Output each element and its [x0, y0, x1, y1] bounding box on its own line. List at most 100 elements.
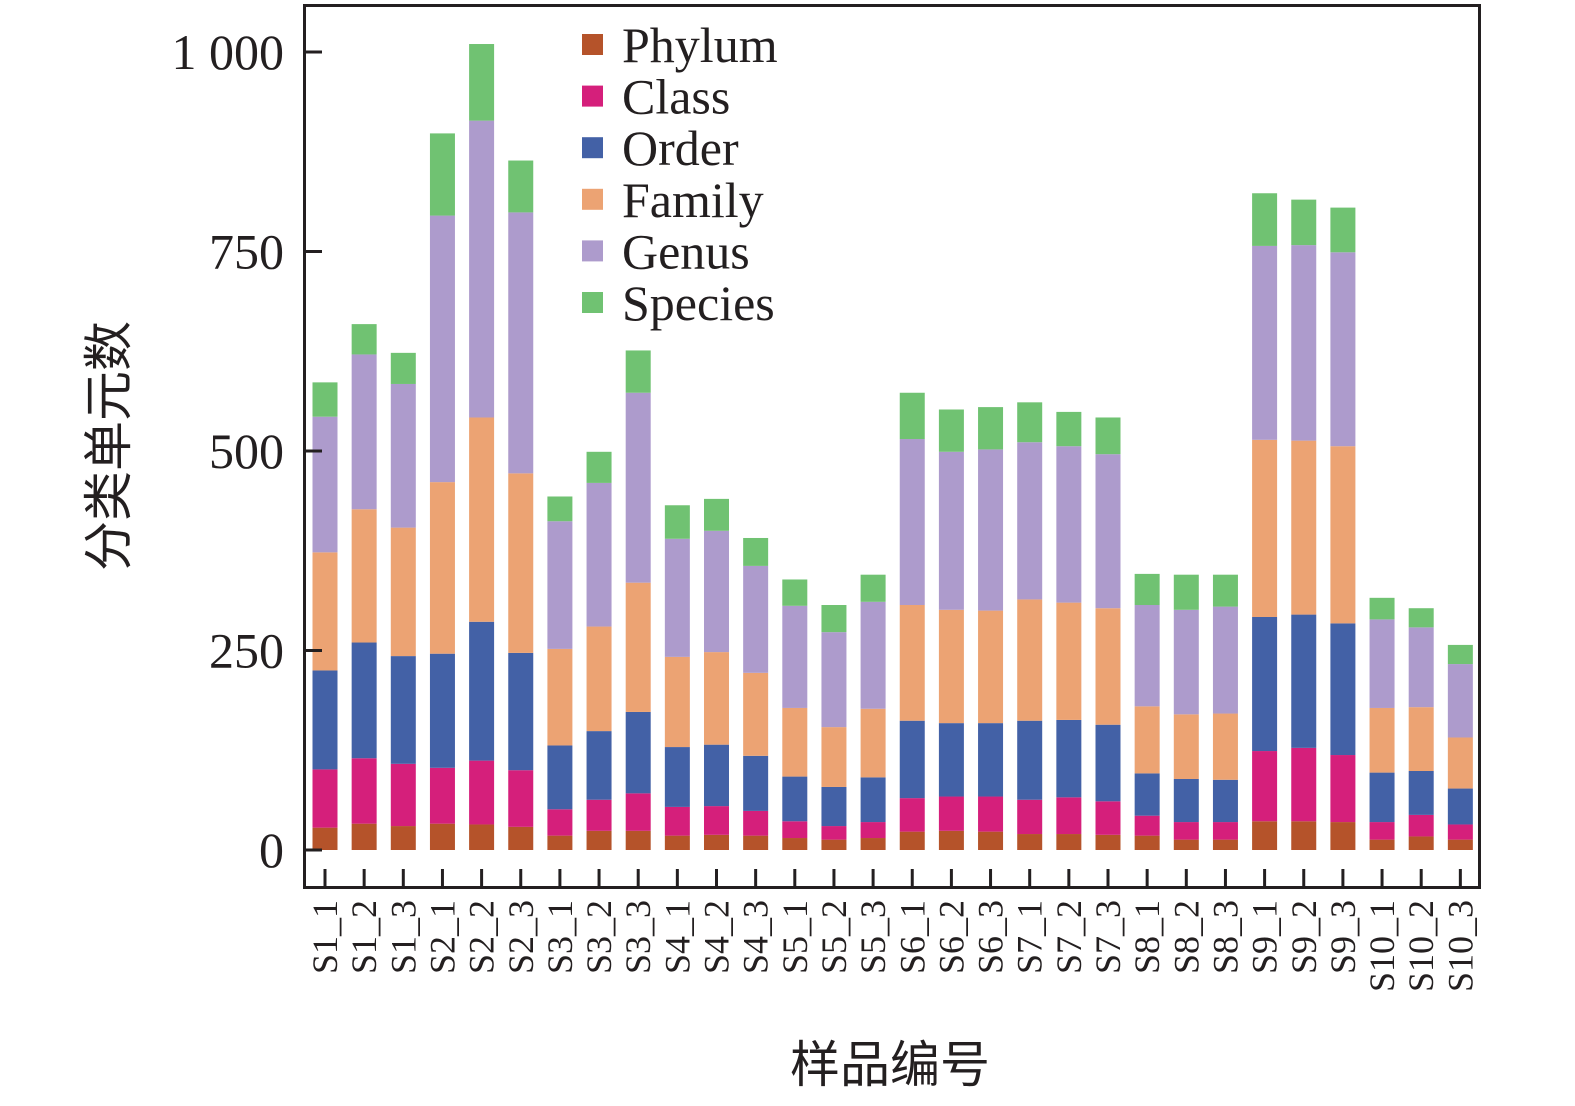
legend-label-order: Order [622, 120, 739, 176]
bar-order-s7-1 [1017, 720, 1043, 800]
x-tick-label: S7_3 [1088, 900, 1128, 974]
bar-genus-s8-3 [1212, 606, 1238, 714]
bar-order-s7-2 [1056, 719, 1082, 798]
bar-phylum-s8-1 [1134, 835, 1160, 850]
bar-family-s1-1 [312, 552, 338, 671]
bar-class-s8-1 [1134, 815, 1160, 836]
bar-class-s6-1 [899, 798, 925, 832]
bar-genus-s1-2 [351, 354, 377, 510]
bar-species-s5-1 [782, 579, 808, 606]
x-tick-label: S4_3 [736, 900, 776, 974]
bar-family-s6-3 [978, 610, 1004, 724]
bar-genus-s8-1 [1134, 605, 1160, 707]
bar-order-s1-2 [351, 642, 377, 759]
bar-species-s1-1 [312, 382, 338, 417]
bar-phylum-s9-2 [1291, 821, 1317, 850]
legend-label-class: Class [622, 69, 730, 125]
bar-species-s3-1 [547, 496, 573, 522]
bar-species-s10-3 [1447, 644, 1473, 665]
bar-family-s9-3 [1330, 446, 1356, 624]
bar-order-s3-1 [547, 745, 573, 810]
bar-family-s8-1 [1134, 706, 1160, 774]
bar-family-s3-3 [625, 582, 651, 712]
bar-order-s1-3 [390, 656, 416, 764]
bar-species-s4-1 [664, 505, 690, 539]
bar-genus-s4-1 [664, 538, 690, 657]
bar-genus-s1-3 [390, 383, 416, 528]
bar-species-s9-1 [1252, 193, 1278, 246]
bar-family-s2-2 [469, 417, 495, 622]
bar-family-s3-2 [586, 626, 612, 732]
y-axis: 0 250 500 750 1 000 [172, 24, 322, 878]
bar-class-s7-3 [1095, 801, 1121, 835]
bar-order-s5-2 [821, 786, 847, 827]
x-tick-label: S1_2 [344, 900, 384, 974]
bar-class-s10-1 [1369, 822, 1395, 840]
bar-genus-s3-2 [586, 482, 612, 627]
bar-species-s9-3 [1330, 207, 1356, 253]
bar-species-s7-3 [1095, 417, 1121, 455]
legend-swatch-order [582, 137, 603, 159]
y-tick-label: 250 [209, 623, 284, 679]
bar-family-s8-2 [1173, 714, 1199, 779]
x-tick-label: S10_3 [1440, 900, 1480, 992]
bar-phylum-s10-3 [1447, 839, 1473, 850]
x-tick-label: S2_3 [501, 900, 541, 974]
bar-species-s1-3 [390, 352, 416, 384]
bar-order-s3-3 [625, 711, 651, 794]
bar-species-s7-1 [1017, 402, 1043, 443]
bar-genus-s5-3 [860, 601, 886, 709]
bar-genus-s9-2 [1291, 245, 1317, 441]
bar-phylum-s4-1 [664, 835, 690, 850]
bar-genus-s6-3 [978, 449, 1004, 611]
bar-species-s6-2 [938, 409, 964, 452]
legend-label-genus: Genus [622, 223, 750, 279]
bar-phylum-s7-1 [1017, 834, 1043, 850]
x-tick-label: S9_3 [1323, 900, 1363, 974]
bar-class-s8-2 [1173, 822, 1199, 840]
bar-class-s6-3 [978, 796, 1004, 832]
y-tick-label: 500 [209, 423, 284, 479]
bar-phylum-s1-1 [312, 827, 338, 850]
bar-order-s9-2 [1291, 614, 1317, 748]
bar-phylum-s1-3 [390, 826, 416, 850]
bar-order-s8-1 [1134, 773, 1160, 816]
bar-order-s8-3 [1212, 779, 1238, 823]
bar-phylum-s5-3 [860, 838, 886, 850]
bar-order-s9-3 [1330, 623, 1356, 756]
legend-swatch-class [582, 85, 603, 107]
x-tick-label: S6_1 [892, 900, 932, 974]
bar-genus-s8-2 [1173, 609, 1199, 715]
bar-genus-s4-3 [743, 565, 769, 673]
bar-family-s7-1 [1017, 599, 1043, 721]
bar-class-s2-3 [508, 770, 534, 827]
bar-genus-s7-3 [1095, 454, 1121, 609]
bar-class-s9-2 [1291, 747, 1317, 822]
x-tick-label: S5_2 [814, 900, 854, 974]
x-axis: S1_1 S1_2 S1_3 S2_1 S2_2 S2_3 S3_1 S3_2 S3_3 S4_1… [305, 869, 1480, 992]
bar-phylum-s1-2 [351, 823, 377, 850]
x-tick-label: S8_3 [1205, 900, 1245, 974]
y-tick-label: 1 000 [172, 24, 285, 80]
bar-family-s4-1 [664, 656, 690, 748]
bar-phylum-s7-3 [1095, 834, 1121, 850]
bar-genus-s9-1 [1252, 245, 1278, 440]
legend-label-family: Family [622, 172, 764, 228]
bar-genus-s3-1 [547, 521, 573, 649]
bar-class-s10-2 [1408, 814, 1434, 837]
x-tick-label: S3_1 [540, 900, 580, 974]
bar-class-s2-1 [429, 767, 455, 824]
bar-species-s10-1 [1369, 597, 1395, 620]
bar-order-s6-2 [938, 723, 964, 797]
bar-genus-s7-2 [1056, 446, 1082, 603]
x-tick-label: S4_1 [657, 900, 697, 974]
x-tick-label: S5_1 [775, 900, 815, 974]
bar-phylum-s10-1 [1369, 839, 1395, 850]
bar-species-s8-2 [1173, 574, 1199, 610]
x-tick-label: S3_2 [579, 900, 619, 974]
bar-class-s1-3 [390, 763, 416, 827]
bar-genus-s10-1 [1369, 619, 1395, 708]
x-tick-label: S7_2 [1049, 900, 1089, 974]
bar-genus-s10-3 [1447, 664, 1473, 738]
